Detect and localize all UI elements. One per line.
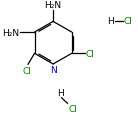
Text: H₂N: H₂N (2, 28, 19, 37)
Text: H₂N: H₂N (45, 1, 62, 10)
Text: Cl: Cl (86, 49, 95, 58)
Text: H: H (57, 88, 64, 97)
Text: Cl: Cl (22, 66, 31, 75)
Text: H: H (107, 17, 113, 26)
Text: N: N (50, 65, 56, 74)
Text: Cl: Cl (68, 104, 77, 113)
Text: Cl: Cl (124, 17, 133, 26)
